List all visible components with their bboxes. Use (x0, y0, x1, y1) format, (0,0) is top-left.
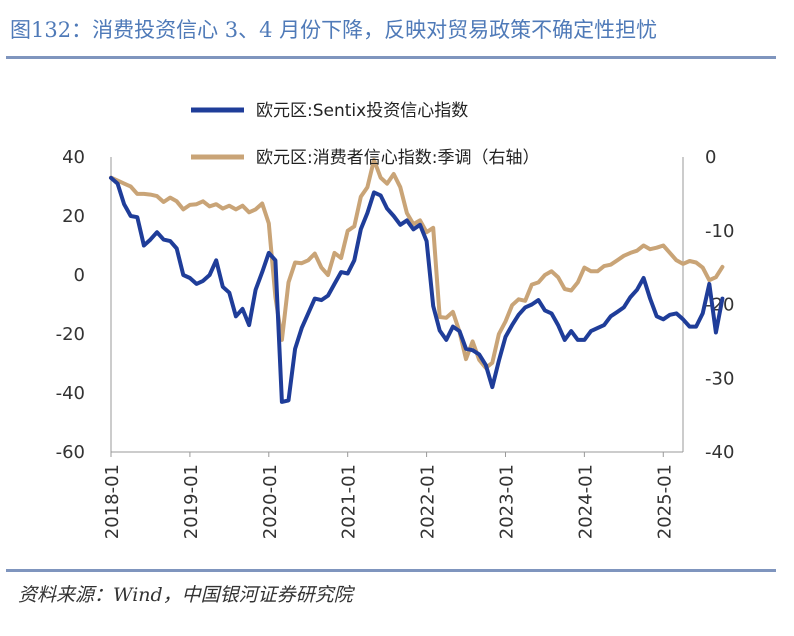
left-y-tick-label: 40 (62, 147, 85, 168)
right-y-tick-label: -30 (705, 368, 734, 389)
right-y-tick-label: -40 (705, 442, 734, 463)
right-y-tick-label: 0 (705, 147, 716, 168)
x-tick-label: 2020-01 (260, 464, 281, 539)
left-y-tick-label: -20 (56, 324, 85, 345)
left-y-tick-label: -40 (56, 383, 85, 404)
chart-title: 图132：消费投资信心 3、4 月份下降，反映对贸易政策不确定性担忧 (10, 18, 658, 42)
x-tick-label: 2024-01 (575, 464, 596, 539)
x-tick-label: 2019-01 (181, 464, 202, 539)
left-y-tick-label: -60 (56, 442, 85, 463)
legend-label-consumer: 欧元区:消费者信心指数:季调（右轴） (256, 148, 539, 168)
x-tick-label: 2025-01 (654, 464, 675, 539)
series-line-consumer-confidence (109, 157, 725, 370)
x-tick-label: 2021-01 (339, 464, 360, 539)
source-note: 资料来源：Wind，中国银河证券研究院 (18, 584, 353, 606)
title-divider (6, 56, 776, 59)
series-line-sentix (109, 175, 725, 404)
x-tick-label: 2018-01 (102, 464, 123, 539)
legend-label-sentix: 欧元区:Sentix投资信心指数 (256, 101, 468, 121)
right-y-tick-label: -10 (705, 221, 734, 242)
x-tick-label: 2023-01 (496, 464, 517, 539)
x-tick-label: 2022-01 (418, 464, 439, 539)
left-y-tick-label: 20 (62, 206, 85, 227)
left-y-tick-label: 0 (74, 265, 85, 286)
source-divider (6, 569, 776, 572)
legend: 欧元区:Sentix投资信心指数 欧元区:消费者信心指数:季调（右轴） (191, 101, 539, 168)
